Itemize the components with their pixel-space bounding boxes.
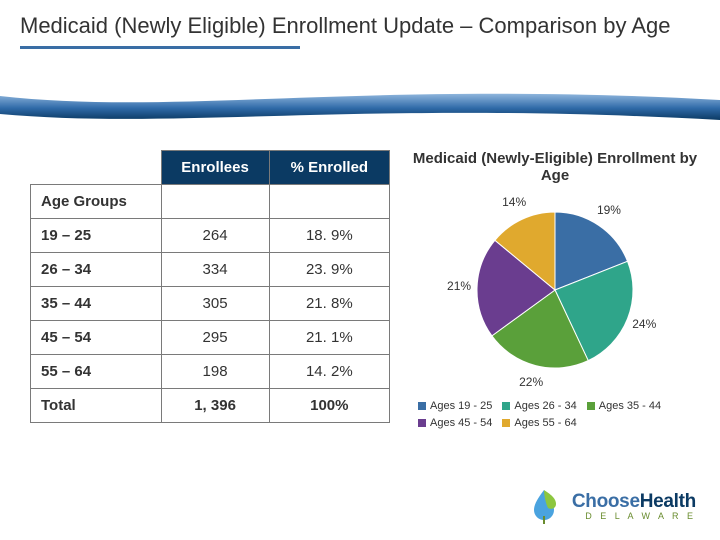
blank-cell [269,185,389,219]
legend-item: Ages 45 - 54 [418,417,492,429]
legend: Ages 19 - 25Ages 26 - 34Ages 35 - 44Ages… [410,400,700,430]
legend-label: Ages 26 - 34 [514,400,576,412]
row-enrollees: 198 [161,355,269,389]
content-row: Enrollees % Enrolled Age Groups 19 – 252… [30,150,700,434]
legend-label: Ages 55 - 64 [514,417,576,429]
legend-swatch [502,419,510,427]
legend-swatch [502,402,510,410]
row-group: 55 – 64 [31,355,162,389]
table-header-row: Enrollees % Enrolled [31,151,390,185]
pie-label: 14% [502,195,526,209]
row-group: 35 – 44 [31,287,162,321]
legend-row: Ages 45 - 54 Ages 55 - 64 [418,417,700,430]
footer-logo: ChooseHealth D E L A W A R E [524,486,696,526]
row-pct: 23. 9% [269,253,389,287]
slide-title: Medicaid (Newly Eligible) Enrollment Upd… [20,12,700,40]
table-row: 35 – 4430521. 8% [31,287,390,321]
legend-item: Ages 35 - 44 [587,400,661,412]
row-pct: 100% [269,389,389,423]
table-row: 45 – 5429521. 1% [31,321,390,355]
legend-label: Ages 45 - 54 [430,417,492,429]
legend-swatch [418,402,426,410]
row-enrollees: 334 [161,253,269,287]
logo-text: ChooseHealth [572,491,696,513]
pie-area: 19% 24% 22% 21% 14% [430,190,680,390]
logo-sub: D E L A W A R E [572,511,696,521]
logo-choose: Choose [572,491,640,512]
legend-swatch [587,402,595,410]
row-pct: 14. 2% [269,355,389,389]
table-row: 19 – 2526418. 9% [31,219,390,253]
header-enrollees: Enrollees [161,151,269,185]
title-underline [20,46,300,49]
blank-cell [161,185,269,219]
age-table: Enrollees % Enrolled Age Groups 19 – 252… [30,150,390,434]
row-pct: 21. 8% [269,287,389,321]
row-group: 19 – 25 [31,219,162,253]
age-groups-label: Age Groups [31,185,162,219]
pie-label: 19% [597,203,621,217]
row-group: Total [31,389,162,423]
pie-chart-wrap: Medicaid (Newly-Eligible) Enrollment by … [410,150,700,434]
slide: Medicaid (Newly Eligible) Enrollment Upd… [0,0,720,540]
table-row: 26 – 3433423. 9% [31,253,390,287]
table-row: 55 – 6419814. 2% [31,355,390,389]
row-group: 26 – 34 [31,253,162,287]
logo-mark-icon [524,486,564,526]
logo-health: Health [640,491,696,512]
row-enrollees: 264 [161,219,269,253]
row-enrollees: 295 [161,321,269,355]
pie-label: 21% [447,279,471,293]
legend-item: Ages 55 - 64 [502,417,576,429]
legend-item: Ages 26 - 34 [502,400,576,412]
pie-label: 24% [632,317,656,331]
table: Enrollees % Enrolled Age Groups 19 – 252… [30,150,390,423]
legend-label: Ages 19 - 25 [430,400,492,412]
header-pct: % Enrolled [269,151,389,185]
row-pct: 18. 9% [269,219,389,253]
header-swoosh [0,86,720,120]
row-enrollees: 1, 396 [161,389,269,423]
table-total-row: Total1, 396100% [31,389,390,423]
title-wrap: Medicaid (Newly Eligible) Enrollment Upd… [0,0,720,49]
pie-label: 22% [519,375,543,389]
legend-label: Ages 35 - 44 [599,400,661,412]
legend-item: Ages 19 - 25 [418,400,492,412]
legend-swatch [418,419,426,427]
header-blank [31,151,162,185]
chart-title: Medicaid (Newly-Eligible) Enrollment by … [410,150,700,184]
row-enrollees: 305 [161,287,269,321]
logo-text-wrap: ChooseHealth D E L A W A R E [572,491,696,521]
row-pct: 21. 1% [269,321,389,355]
age-groups-row: Age Groups [31,185,390,219]
row-group: 45 – 54 [31,321,162,355]
legend-row: Ages 19 - 25 Ages 26 - 34 Ages 35 - 44 [418,400,700,413]
